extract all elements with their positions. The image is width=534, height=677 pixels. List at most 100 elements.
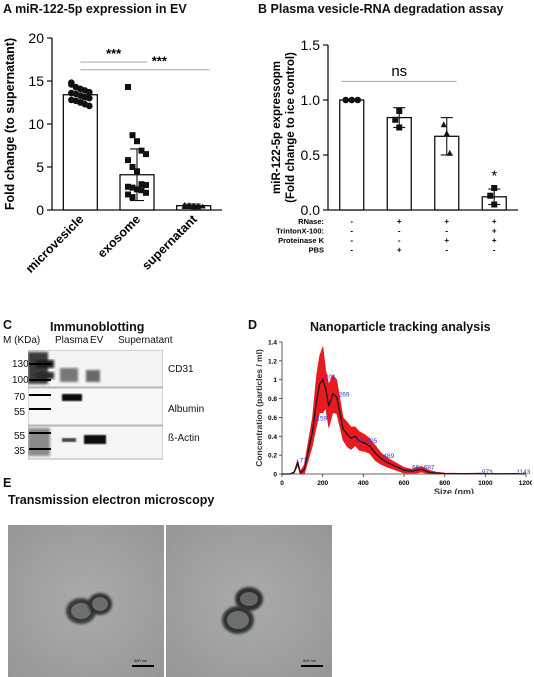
panel-c-letter: C: [3, 318, 13, 332]
western-blot-image: [28, 350, 163, 460]
d-x-tick-label: 0: [280, 480, 284, 487]
a-point: [86, 102, 93, 110]
b-treatment-label: TrintonX-100:: [276, 227, 324, 236]
b-treatment-value: -: [350, 217, 353, 226]
d-y-tick-label: 1.4: [268, 340, 277, 347]
d-y-tick-label: 0.6: [268, 415, 277, 422]
a-y-tick-label: 10: [28, 116, 44, 132]
d-y-tick-label: 1.2: [268, 358, 277, 365]
a-point: [125, 157, 131, 164]
b-point: [446, 149, 453, 156]
b-y-axis-label-1: miR-122-5p expressopm: [271, 61, 283, 194]
d-peak-label: 201: [325, 374, 336, 381]
a-point: [138, 181, 145, 188]
b-treatment-value: -: [445, 227, 448, 236]
panel-d-letter: D: [248, 318, 258, 332]
band-actin-label: ß-Actin: [168, 433, 200, 444]
d-peak-label: 489: [383, 453, 394, 460]
d-x-tick-label: 400: [358, 480, 369, 487]
a-x-tick-label: microvesicle: [23, 212, 86, 275]
a-point: [143, 182, 149, 189]
d-mean-line: [282, 378, 527, 475]
a-x-tick-label: exosome: [95, 212, 143, 260]
b-point: [443, 130, 450, 136]
b-treatment-value: +: [492, 236, 497, 245]
a-point: [143, 151, 149, 158]
band-albumin-label: Albumin: [168, 404, 205, 415]
b-bar: [339, 99, 365, 211]
b-treatment-value: -: [350, 227, 353, 236]
b-ns-label: ns: [391, 63, 407, 80]
band-cd31-label: CD31: [168, 364, 194, 375]
a-point: [125, 183, 131, 190]
d-peak-label: 269: [339, 392, 350, 399]
marker-35: 35: [14, 446, 26, 457]
b-treatment-value: +: [397, 246, 402, 255]
panel-b-title: B Plasma vesicle-RNA degradation assay: [258, 2, 504, 16]
b-point: [491, 201, 498, 208]
b-treatment-value: +: [444, 236, 449, 245]
marker-130: 130: [12, 359, 29, 370]
marker-55b: 55: [14, 431, 26, 442]
d-y-tick-label: 0.8: [268, 396, 277, 403]
d-peak-label: 77: [300, 458, 308, 465]
panel-e-title: Transmission electron microscopy: [8, 493, 215, 507]
b-point: [491, 185, 498, 191]
b-treatment-value: -: [398, 227, 401, 236]
a-y-tick-label: 5: [36, 159, 44, 175]
d-x-tick-label: 600: [399, 480, 410, 487]
b-treatment-value: -: [445, 246, 448, 255]
a-sig-label-1: ***: [106, 46, 122, 61]
d-x-tick-label: 1200: [519, 480, 532, 487]
d-x-tick-label: 800: [439, 480, 450, 487]
b-treatment-label: RNase:: [298, 217, 324, 226]
a-point: [68, 79, 75, 87]
a-point: [186, 204, 193, 209]
b-point: [392, 116, 399, 123]
panel-a-title-text: miR-122-5p expression in EV: [15, 2, 187, 16]
d-y-tick-label: 0.4: [268, 434, 277, 441]
panel-d-chart: 0 0.2 0.4 0.6 0.8 1 1.2 1.4 0 200 400 600 800 1000 120…: [254, 340, 532, 495]
blot-header-ev: EV: [90, 335, 104, 346]
b-treatment-value: -: [493, 246, 496, 255]
a-y-tick-label: 20: [28, 30, 44, 46]
b-treatment-label: PBS: [309, 246, 324, 255]
a-point: [129, 184, 136, 191]
b-y-axis-label-2: (Fold change to ice control): [285, 52, 297, 203]
tem-image-1: 500 nm: [8, 525, 164, 677]
a-x-tick-label: supernatant: [139, 212, 200, 273]
tem-scalebar-1: 500 nm: [134, 658, 148, 663]
panel-d-header: D: [248, 318, 257, 332]
d-peak-label-partial: 07: [356, 438, 364, 445]
b-treatment-value: -: [350, 246, 353, 255]
b-y-tick-label: 1.5: [301, 37, 321, 53]
d-peak-label: 687: [424, 464, 435, 471]
d-peak-label: 159: [316, 415, 327, 422]
d-peak-label: 405: [366, 438, 377, 445]
d-error-band: [282, 346, 527, 475]
d-x-axis-label: Size (nm): [434, 487, 474, 494]
b-treatment-value: +: [444, 217, 449, 226]
a-point: [190, 205, 197, 210]
d-x-tick-label: 1000: [478, 480, 493, 487]
panel-a-title: A miR-122-5p expression in EV: [3, 2, 187, 16]
b-treatment-value: +: [492, 217, 497, 226]
b-point: [354, 96, 362, 104]
marker-100: 100: [12, 375, 29, 386]
b-bar: [386, 116, 412, 211]
a-point: [86, 94, 93, 102]
b-point: [440, 121, 447, 128]
a-sig-label-2: ***: [152, 54, 168, 69]
a-point: [125, 84, 131, 91]
panel-e-letter: E: [3, 476, 12, 490]
a-point: [143, 189, 149, 196]
a-y-axis-label: Fold change (to supernatant): [3, 38, 17, 210]
b-point: [348, 96, 356, 104]
b-treatment-label: Proteinase K: [278, 236, 324, 245]
b-treatment-value: +: [492, 227, 497, 236]
tem-image-2: 500 nm: [166, 525, 332, 677]
b-star-label: *: [491, 167, 497, 184]
a-point: [125, 191, 131, 198]
a-point: [86, 88, 93, 96]
marker-70: 70: [14, 392, 26, 403]
